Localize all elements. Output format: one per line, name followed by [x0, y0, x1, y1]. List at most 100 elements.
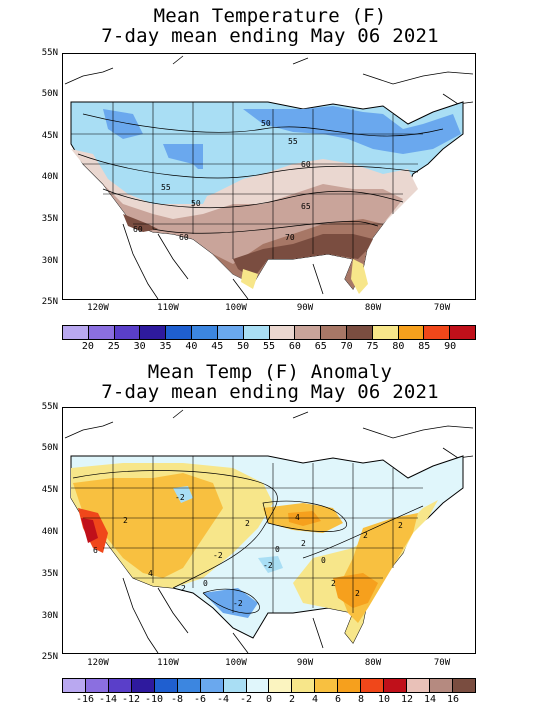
temp-zone-55-channel — [153, 154, 213, 204]
anom-lat-30n: 30N — [41, 611, 58, 621]
anom-legend-swatch — [108, 679, 132, 692]
anom-contour-label-2h: 2 — [123, 516, 128, 525]
anom-legend-swatch — [177, 679, 201, 692]
anom-legend-swatch — [269, 679, 293, 692]
anom-legend-swatch — [338, 679, 362, 692]
anom-legend-swatch — [200, 679, 224, 692]
anom-lat-55n: 55N — [41, 402, 58, 412]
temp-legend-swatch — [372, 326, 399, 339]
anom-legend-value: 8 — [357, 694, 365, 705]
temp-zone-65 — [83, 164, 403, 289]
temp-lon-80w: 80W — [364, 303, 382, 313]
anom-legend-swatch — [407, 679, 430, 692]
anom-legend-swatch — [384, 679, 408, 692]
temp-legend-swatch — [217, 326, 244, 339]
anom-legend-value: -6 — [193, 694, 207, 705]
anom-contour-label-neg2b: -2 — [233, 599, 243, 608]
anom-legend-value: 12 — [400, 694, 414, 705]
anom-title-line2: 7-day mean ending May 06 2021 — [101, 381, 439, 403]
temp-map: 50 55 60 55 50 60 65 70 60 — [62, 53, 476, 300]
anom-legend-value: 2 — [288, 694, 296, 705]
temp-legend-value: 80 — [392, 341, 405, 352]
temp-contours — [77, 113, 444, 234]
temp-legend-swatch — [88, 326, 115, 339]
anom-contour-label-2b: 2 — [301, 539, 306, 548]
anom-legend-value: -14 — [98, 694, 118, 705]
temp-legend-value: 20 — [81, 341, 94, 352]
anom-legend-swatch — [430, 679, 453, 692]
anom-legend-value: 14 — [423, 694, 437, 705]
anom-legend-value: -16 — [75, 694, 95, 705]
temp-lat-55n: 55N — [41, 48, 58, 58]
temp-legend-swatch — [192, 326, 218, 339]
anom-legend-swatch — [131, 679, 155, 692]
temp-zone-45 — [243, 106, 461, 154]
temp-legend-value: 55 — [262, 341, 276, 352]
anom-contour-label-neg2c: -2 — [263, 561, 273, 570]
temp-legend-swatch — [140, 326, 167, 339]
temp-lon-100w: 100W — [225, 303, 247, 313]
anom-lat-50n: 50N — [41, 443, 58, 453]
temp-legend-swatch — [243, 326, 270, 339]
anom-legend-value: -12 — [121, 694, 141, 705]
temp-legend-value: 75 — [366, 341, 379, 352]
anom-legend-swatch — [452, 679, 475, 692]
anom-legend-value: 6 — [334, 694, 342, 705]
anom-lon-80w: 80W — [364, 658, 382, 668]
anom-contour-label-0a: 0 — [275, 545, 280, 554]
temp-legend-value: 85 — [418, 341, 431, 352]
temp-legend-swatch — [450, 326, 475, 339]
anom-legend-value: -2 — [239, 694, 253, 705]
temp-mexico-coast — [122, 223, 324, 299]
temp-title-line2: 7-day mean ending May 06 2021 — [101, 25, 439, 47]
temp-legend-swatch — [166, 326, 193, 339]
temp-zone-80-fl — [351, 259, 368, 294]
temp-map-svg: 50 55 60 55 50 60 65 70 60 — [64, 55, 474, 299]
temp-legend-value: 65 — [314, 341, 327, 352]
anom-legend-swatch — [223, 679, 247, 692]
temp-legend-swatch — [295, 326, 322, 339]
temp-zone-75 — [233, 234, 373, 279]
temp-canada-coast — [64, 55, 474, 105]
anom-contour-label-neg2a: -2 — [175, 493, 185, 502]
temp-legend-swatch — [398, 326, 425, 339]
temp-contour-label-65: 65 — [301, 202, 311, 211]
anom-lon-120w: 120W — [87, 658, 109, 668]
temp-lon-90w: 90W — [296, 303, 314, 313]
anom-map-svg: 6 4 2 0 2 4 -2 0 2 -2 2 2 2 0 2 -2 2 -2 — [64, 409, 474, 653]
anom-legend-swatch — [63, 679, 86, 692]
temp-contour-label-50b: 50 — [191, 199, 201, 208]
anom-contour-label-2e: 2 — [331, 579, 336, 588]
temp-legend-swatch — [424, 326, 451, 339]
anom-zone-pos8-west — [81, 518, 98, 543]
temp-legend-value: 30 — [133, 341, 146, 352]
temp-lon-110w: 110W — [157, 303, 179, 313]
temp-contour-label-60c: 60 — [133, 225, 143, 234]
temp-legend-swatch — [114, 326, 141, 339]
temp-lon-70w: 70W — [433, 303, 451, 313]
anom-state-lines — [71, 456, 423, 613]
anom-legend-value: -10 — [144, 694, 164, 705]
temp-legend-value: 60 — [288, 341, 301, 352]
temp-lat-40n: 40N — [41, 172, 58, 182]
temp-contour-label-70: 70 — [285, 233, 295, 242]
temp-legend-swatch — [63, 326, 89, 339]
temp-state-lines — [71, 102, 423, 259]
anom-lon-110w: 110W — [157, 658, 179, 668]
anom-zone-neg2-north — [173, 486, 193, 503]
anom-legend-swatch — [154, 679, 178, 692]
temp-zone-75b — [123, 214, 158, 232]
temp-legend-value: 35 — [159, 341, 172, 352]
anom-contour-label-0c: 0 — [203, 579, 208, 588]
anom-map: 6 4 2 0 2 4 -2 0 2 -2 2 2 2 0 2 -2 2 -2 — [62, 407, 476, 654]
anom-lon-100w: 100W — [225, 658, 247, 668]
anom-lat-35n: 35N — [41, 569, 58, 579]
temp-zone-80-tx — [241, 269, 258, 289]
temp-lat-35n: 35N — [41, 214, 58, 224]
anom-contour-label-0b: 0 — [321, 556, 326, 565]
anom-contour-label-2f: 2 — [355, 589, 360, 598]
temp-contour-label-55: 55 — [288, 137, 298, 146]
anom-mexico-coast — [122, 577, 324, 653]
anom-contours — [72, 470, 424, 614]
anom-contour-label-6: 6 — [93, 546, 98, 555]
